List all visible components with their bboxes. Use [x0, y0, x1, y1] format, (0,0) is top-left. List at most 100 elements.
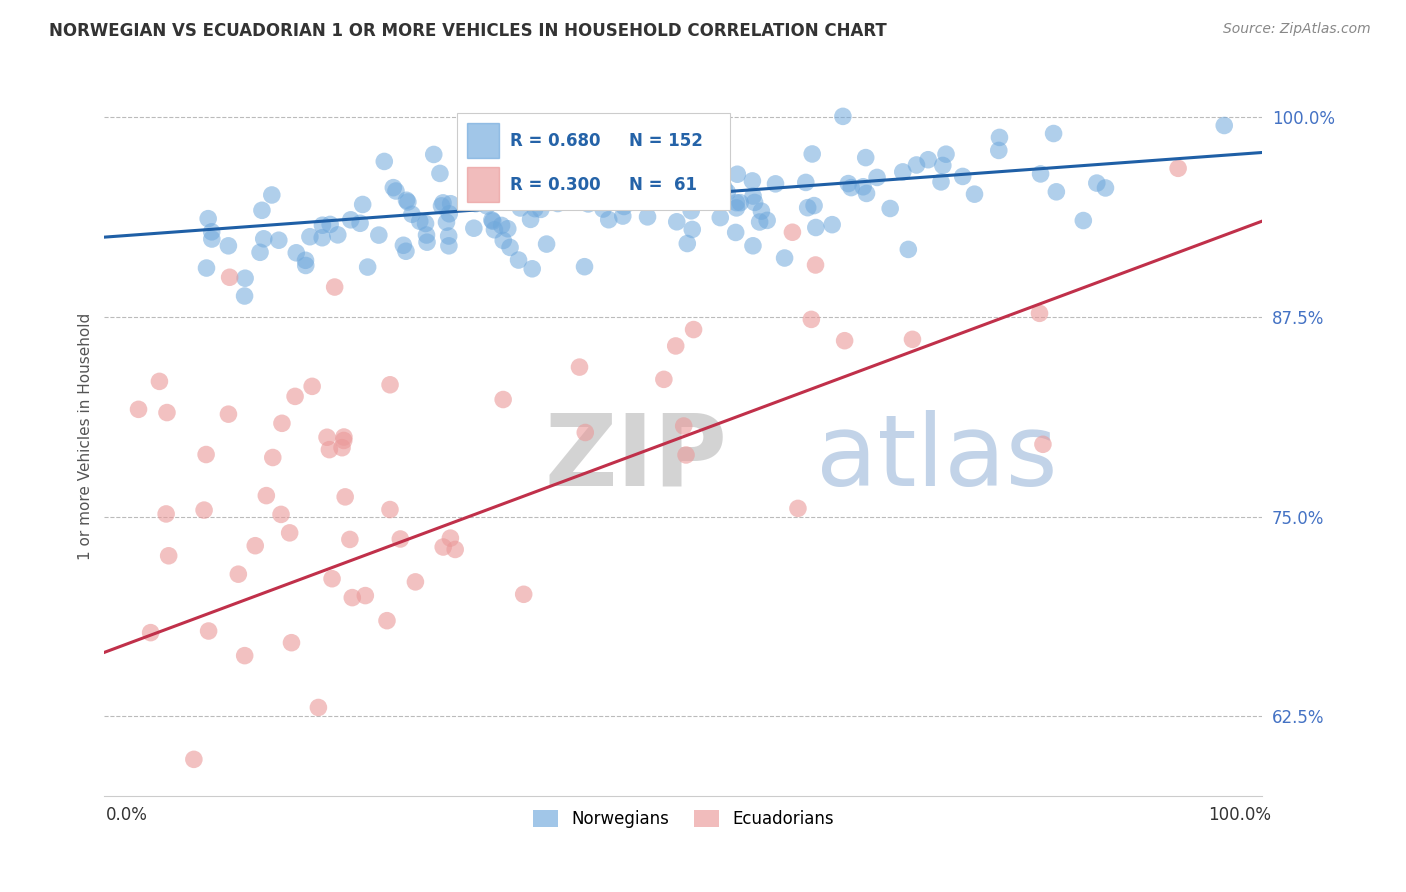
- Point: [260, 188, 283, 202]
- Point: [756, 213, 779, 227]
- Point: [465, 189, 488, 203]
- Point: [439, 531, 461, 545]
- Point: [640, 166, 662, 180]
- Point: [839, 180, 862, 194]
- Point: [852, 179, 875, 194]
- Point: [249, 245, 271, 260]
- Point: [316, 430, 339, 444]
- Point: [1094, 181, 1116, 195]
- Point: [929, 175, 952, 189]
- FancyBboxPatch shape: [467, 168, 499, 202]
- Point: [354, 589, 377, 603]
- Point: [681, 203, 703, 218]
- Point: [253, 232, 276, 246]
- Point: [744, 195, 766, 210]
- Point: [716, 185, 738, 199]
- Point: [385, 184, 408, 198]
- Point: [574, 260, 596, 274]
- Point: [217, 407, 239, 421]
- Point: [285, 245, 308, 260]
- Point: [301, 379, 323, 393]
- Point: [416, 235, 439, 249]
- Point: [710, 167, 733, 181]
- Point: [485, 194, 508, 208]
- Point: [1085, 176, 1108, 190]
- Point: [339, 533, 361, 547]
- Point: [742, 189, 765, 203]
- Point: [432, 195, 454, 210]
- Point: [339, 212, 361, 227]
- Y-axis label: 1 or more Vehicles in Household: 1 or more Vehicles in Household: [79, 313, 93, 560]
- Point: [307, 700, 329, 714]
- Point: [492, 234, 515, 248]
- Point: [444, 542, 467, 557]
- Point: [512, 587, 534, 601]
- Point: [463, 221, 485, 235]
- Point: [439, 207, 461, 221]
- Point: [917, 153, 939, 167]
- Point: [855, 151, 877, 165]
- Point: [333, 430, 356, 444]
- Point: [901, 332, 924, 346]
- Point: [891, 165, 914, 179]
- Point: [484, 223, 506, 237]
- Point: [537, 183, 560, 197]
- FancyBboxPatch shape: [467, 123, 499, 158]
- Point: [498, 158, 520, 172]
- Point: [803, 198, 825, 212]
- Point: [464, 196, 486, 211]
- Text: R = 0.680: R = 0.680: [509, 132, 600, 150]
- Text: R = 0.300: R = 0.300: [509, 176, 600, 194]
- Point: [782, 225, 804, 239]
- Point: [373, 154, 395, 169]
- Point: [617, 192, 640, 206]
- Point: [536, 237, 558, 252]
- Point: [683, 163, 706, 178]
- Point: [378, 377, 401, 392]
- Point: [676, 163, 699, 178]
- Point: [593, 174, 616, 188]
- Point: [270, 508, 292, 522]
- Point: [496, 221, 519, 235]
- Point: [522, 261, 544, 276]
- Point: [801, 147, 824, 161]
- Point: [217, 239, 239, 253]
- Point: [201, 225, 224, 239]
- Point: [395, 244, 418, 259]
- Point: [637, 210, 659, 224]
- Point: [456, 188, 478, 202]
- Point: [724, 226, 747, 240]
- Point: [460, 185, 482, 199]
- Point: [342, 591, 364, 605]
- Point: [195, 448, 218, 462]
- Point: [633, 123, 655, 137]
- Point: [725, 195, 748, 210]
- Point: [271, 417, 294, 431]
- Point: [378, 502, 401, 516]
- Point: [1028, 306, 1050, 320]
- Point: [228, 567, 250, 582]
- Point: [794, 176, 817, 190]
- Point: [492, 392, 515, 407]
- Point: [197, 624, 219, 638]
- Text: N = 152: N = 152: [628, 132, 703, 150]
- Point: [250, 203, 273, 218]
- Point: [481, 214, 503, 228]
- Point: [952, 169, 974, 184]
- Text: Source: ZipAtlas.com: Source: ZipAtlas.com: [1223, 22, 1371, 37]
- Point: [773, 251, 796, 265]
- Point: [1213, 119, 1236, 133]
- Point: [751, 204, 773, 219]
- Point: [1073, 213, 1095, 227]
- Text: N =  61: N = 61: [628, 176, 697, 194]
- Text: NORWEGIAN VS ECUADORIAN 1 OR MORE VEHICLES IN HOUSEHOLD CORRELATION CHART: NORWEGIAN VS ECUADORIAN 1 OR MORE VEHICL…: [49, 22, 887, 40]
- Point: [1045, 185, 1067, 199]
- Point: [506, 192, 529, 206]
- Point: [519, 212, 541, 227]
- Point: [430, 199, 453, 213]
- Point: [432, 540, 454, 554]
- Point: [183, 752, 205, 766]
- Point: [330, 441, 353, 455]
- Point: [335, 490, 357, 504]
- Point: [613, 199, 636, 213]
